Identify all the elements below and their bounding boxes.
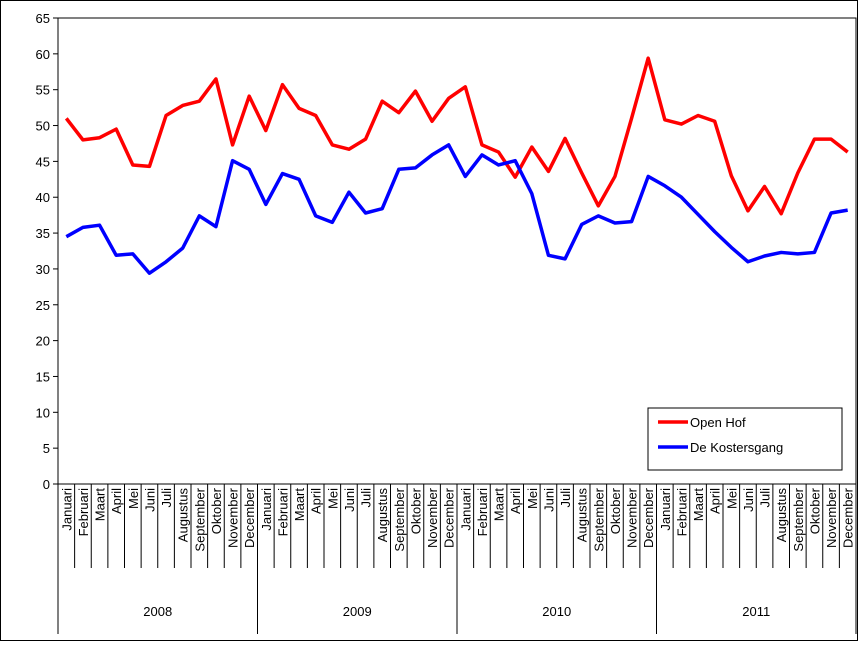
- x-tick-label: Juli: [558, 488, 573, 508]
- y-tick-label: 40: [36, 190, 50, 205]
- x-tick-label: April: [309, 488, 324, 514]
- x-tick-label: December: [641, 487, 656, 548]
- x-tick-label: Januari: [259, 488, 274, 531]
- x-tick-label: Juni: [342, 488, 357, 512]
- x-tick-label: November: [425, 487, 440, 548]
- x-tick-label: Mei: [525, 488, 540, 509]
- x-tick-label: April: [508, 488, 523, 514]
- group-label: 2009: [343, 604, 372, 619]
- x-tick-label: Juni: [142, 488, 157, 512]
- group-label: 2011: [742, 604, 770, 619]
- x-tick-label: December: [841, 487, 856, 548]
- x-tick-label: Januari: [59, 488, 74, 531]
- x-tick-label: Maart: [492, 488, 507, 522]
- x-tick-label: Oktober: [807, 487, 822, 534]
- x-tick-label: September: [192, 487, 207, 551]
- x-tick-label: Mei: [325, 488, 340, 509]
- x-tick-label: Juli: [758, 488, 773, 508]
- x-tick-label: Juni: [741, 488, 756, 512]
- series-line: [65, 143, 848, 275]
- x-tick-label: Februari: [76, 488, 91, 537]
- y-tick-label: 65: [36, 11, 50, 26]
- x-tick-label: Februari: [475, 488, 490, 537]
- y-tick-label: 15: [36, 369, 50, 384]
- x-tick-label: November: [824, 487, 839, 548]
- y-tick-label: 25: [36, 298, 50, 313]
- x-tick-label: Februari: [674, 488, 689, 537]
- x-tick-label: November: [625, 487, 640, 548]
- x-tick-label: Oktober: [209, 487, 224, 534]
- group-label: 2008: [143, 604, 172, 619]
- x-tick-label: September: [392, 487, 407, 551]
- y-tick-label: 55: [36, 83, 50, 98]
- x-tick-label: Januari: [658, 488, 673, 531]
- legend-label: Open Hof: [690, 415, 746, 430]
- y-tick-label: 0: [43, 477, 50, 492]
- y-tick-label: 20: [36, 334, 50, 349]
- x-tick-label: Mei: [724, 488, 739, 509]
- x-tick-label: September: [791, 487, 806, 551]
- x-tick-label: April: [708, 488, 723, 514]
- y-tick-label: 10: [36, 405, 50, 420]
- x-tick-label: Maart: [93, 488, 108, 522]
- x-tick-label: Juli: [359, 488, 374, 508]
- x-tick-label: Augustus: [774, 488, 789, 543]
- x-tick-label: Mei: [126, 488, 141, 509]
- y-tick-label: 60: [36, 47, 50, 62]
- x-tick-label: Januari: [458, 488, 473, 531]
- x-tick-label: November: [226, 487, 241, 548]
- x-tick-label: Oktober: [608, 487, 623, 534]
- x-tick-label: September: [591, 487, 606, 551]
- y-tick-label: 35: [36, 226, 50, 241]
- x-tick-label: Februari: [275, 488, 290, 537]
- y-tick-label: 5: [43, 441, 50, 456]
- x-tick-label: Juni: [541, 488, 556, 512]
- legend-box: [647, 407, 843, 471]
- y-tick-label: 50: [36, 119, 50, 134]
- x-tick-label: Maart: [691, 488, 706, 522]
- series-line: [64, 56, 849, 216]
- legend-label: De Kostersgang: [690, 440, 783, 455]
- y-tick-label: 30: [36, 262, 50, 277]
- x-tick-label: Augustus: [176, 488, 191, 543]
- group-label: 2010: [542, 604, 571, 619]
- x-tick-label: Augustus: [575, 488, 590, 543]
- x-tick-label: Augustus: [375, 488, 390, 543]
- y-tick-label: 45: [36, 154, 50, 169]
- x-tick-label: December: [442, 487, 457, 548]
- x-tick-label: Maart: [292, 488, 307, 522]
- x-tick-label: December: [242, 487, 257, 548]
- x-tick-label: Oktober: [408, 487, 423, 534]
- x-tick-label: April: [109, 488, 124, 514]
- x-tick-label: Juli: [159, 488, 174, 508]
